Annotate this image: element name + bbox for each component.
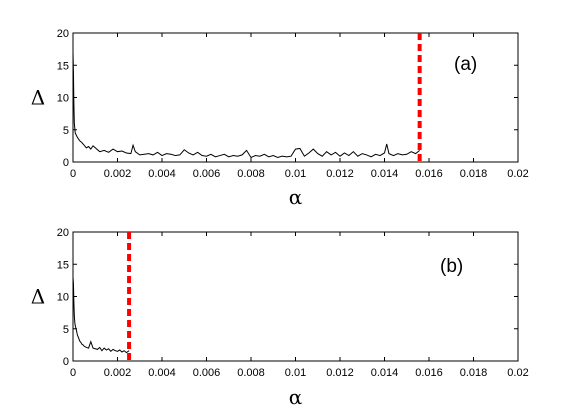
series-line	[72, 52, 420, 159]
y-tick-label: 5	[63, 324, 69, 336]
x-tick-label: 0.004	[148, 367, 176, 379]
axes-box	[72, 231, 519, 362]
x-tick-label: 0.02	[507, 367, 528, 379]
y-tick-label: 10	[57, 93, 69, 105]
x-tick-label: 0.004	[148, 168, 176, 180]
y-tick-label: 20	[57, 28, 69, 40]
chart-panel-b: 0 0.002 0.004 0.006 0.008 0.01 0.012 0.014 0.016…	[31, 227, 529, 409]
y-tick-label: 20	[57, 227, 69, 239]
x-tick-label: 0.012	[326, 168, 354, 180]
x-tick-label: 0.006	[193, 168, 221, 180]
y-tick-label: 15	[57, 259, 69, 271]
x-axis-label: α	[289, 385, 303, 409]
x-tick-label: 0.01	[285, 168, 306, 180]
y-tick-label: 0	[63, 157, 69, 169]
x-tick-label: 0.016	[415, 367, 443, 379]
y-axis-label: Δ	[31, 86, 45, 110]
x-tick-label: 0.008	[237, 367, 265, 379]
y-tick-label: 10	[57, 292, 69, 304]
panel-label: (b)	[440, 256, 463, 277]
x-tick-label: 0	[70, 367, 76, 379]
x-tick-label: 0.002	[104, 168, 132, 180]
x-tick-label: 0.008	[237, 168, 265, 180]
series-line	[72, 277, 130, 354]
x-tick-label: 0.02	[507, 168, 528, 180]
x-tick-label: 0.016	[415, 168, 443, 180]
x-tick-label: 0.018	[460, 168, 488, 180]
x-tick-label: 0.018	[460, 367, 488, 379]
x-tick-label: 0.014	[371, 168, 399, 180]
x-tick-label: 0.012	[326, 367, 354, 379]
x-tick-label: 0.014	[371, 367, 399, 379]
panel-label: (a)	[454, 54, 477, 75]
y-tick-label: 15	[57, 60, 69, 72]
x-tick-label: 0.006	[193, 367, 221, 379]
x-tick-label: 0.01	[285, 367, 306, 379]
x-tick-label: 0.002	[104, 367, 132, 379]
x-tick-label: 0	[70, 168, 76, 180]
axes-box	[72, 32, 519, 163]
chart-panel-a: 0 0.002 0.004 0.006 0.008 0.01 0.012 0.014 0.016…	[31, 28, 529, 209]
y-tick-label: 0	[63, 356, 69, 368]
y-axis-label: Δ	[31, 285, 45, 309]
x-axis-label: α	[289, 185, 303, 209]
y-tick-label: 5	[63, 125, 69, 137]
